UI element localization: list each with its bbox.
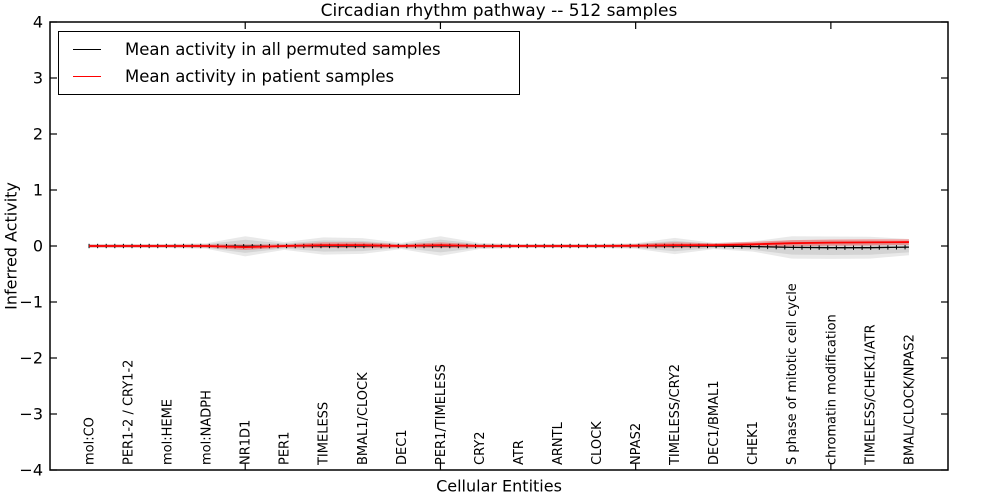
category-label: PER1 bbox=[278, 432, 293, 465]
y-tick-label: 2 bbox=[33, 125, 43, 144]
y-tick-label: 1 bbox=[33, 181, 43, 200]
chart-title: Circadian rhythm pathway -- 512 samples bbox=[320, 1, 678, 21]
category-label: BMAL/CLOCK/NPAS2 bbox=[902, 334, 917, 465]
category-label: TIMELESS/CHEK1/ATR bbox=[863, 324, 878, 466]
legend-line-patient-icon bbox=[73, 76, 101, 77]
y-axis-label: Inferred Activity bbox=[1, 182, 21, 310]
legend-label-permuted: Mean activity in all permuted samples bbox=[125, 40, 441, 59]
category-label: PER1/TIMELESS bbox=[434, 364, 449, 465]
category-label: CHEK1 bbox=[746, 421, 761, 465]
legend-label-patient: Mean activity in patient samples bbox=[125, 67, 395, 86]
category-label: mol:HEME bbox=[161, 399, 176, 465]
y-tick-label: 3 bbox=[33, 69, 43, 88]
legend: Mean activity in all permuted samples Me… bbox=[58, 31, 520, 95]
category-label: PER1-2 / CRY1-2 bbox=[122, 360, 137, 465]
category-label: DEC1 bbox=[395, 429, 410, 465]
category-label: mol:NADPH bbox=[200, 390, 215, 465]
y-tick-label: −2 bbox=[19, 349, 43, 368]
x-axis-label: Cellular Entities bbox=[436, 476, 562, 496]
category-label: ARNTL bbox=[551, 421, 566, 465]
legend-line-permuted-icon bbox=[73, 49, 101, 50]
category-label: BMAL1/CLOCK bbox=[356, 372, 371, 465]
category-label: S phase of mitotic cell cycle bbox=[785, 283, 800, 465]
category-label: TIMELESS bbox=[317, 402, 332, 466]
legend-item-permuted: Mean activity in all permuted samples bbox=[59, 40, 519, 59]
patient-spread-band bbox=[89, 239, 909, 250]
y-tick-label: 4 bbox=[33, 13, 43, 32]
y-tick-label: −3 bbox=[19, 405, 43, 424]
y-tick-label: −4 bbox=[19, 461, 43, 480]
y-tick-label: 0 bbox=[33, 237, 43, 256]
legend-item-patient: Mean activity in patient samples bbox=[59, 67, 519, 86]
category-label: CRY2 bbox=[473, 432, 488, 466]
patient-mean-line bbox=[89, 241, 909, 249]
category-label: NR1D1 bbox=[239, 420, 254, 465]
permuted-spread-band-inner bbox=[89, 239, 909, 255]
category-label: chromatin modification bbox=[824, 314, 839, 465]
permuted-spread-band-outer bbox=[89, 236, 909, 259]
category-label: DEC1/BMAL1 bbox=[707, 381, 722, 466]
category-label: ATR bbox=[512, 440, 527, 465]
y-tick-label: −1 bbox=[19, 293, 43, 312]
category-label: CLOCK bbox=[590, 421, 605, 465]
category-label: NPAS2 bbox=[629, 423, 644, 465]
category-label: TIMELESS/CRY2 bbox=[668, 364, 683, 466]
category-label: mol:CO bbox=[82, 417, 97, 465]
